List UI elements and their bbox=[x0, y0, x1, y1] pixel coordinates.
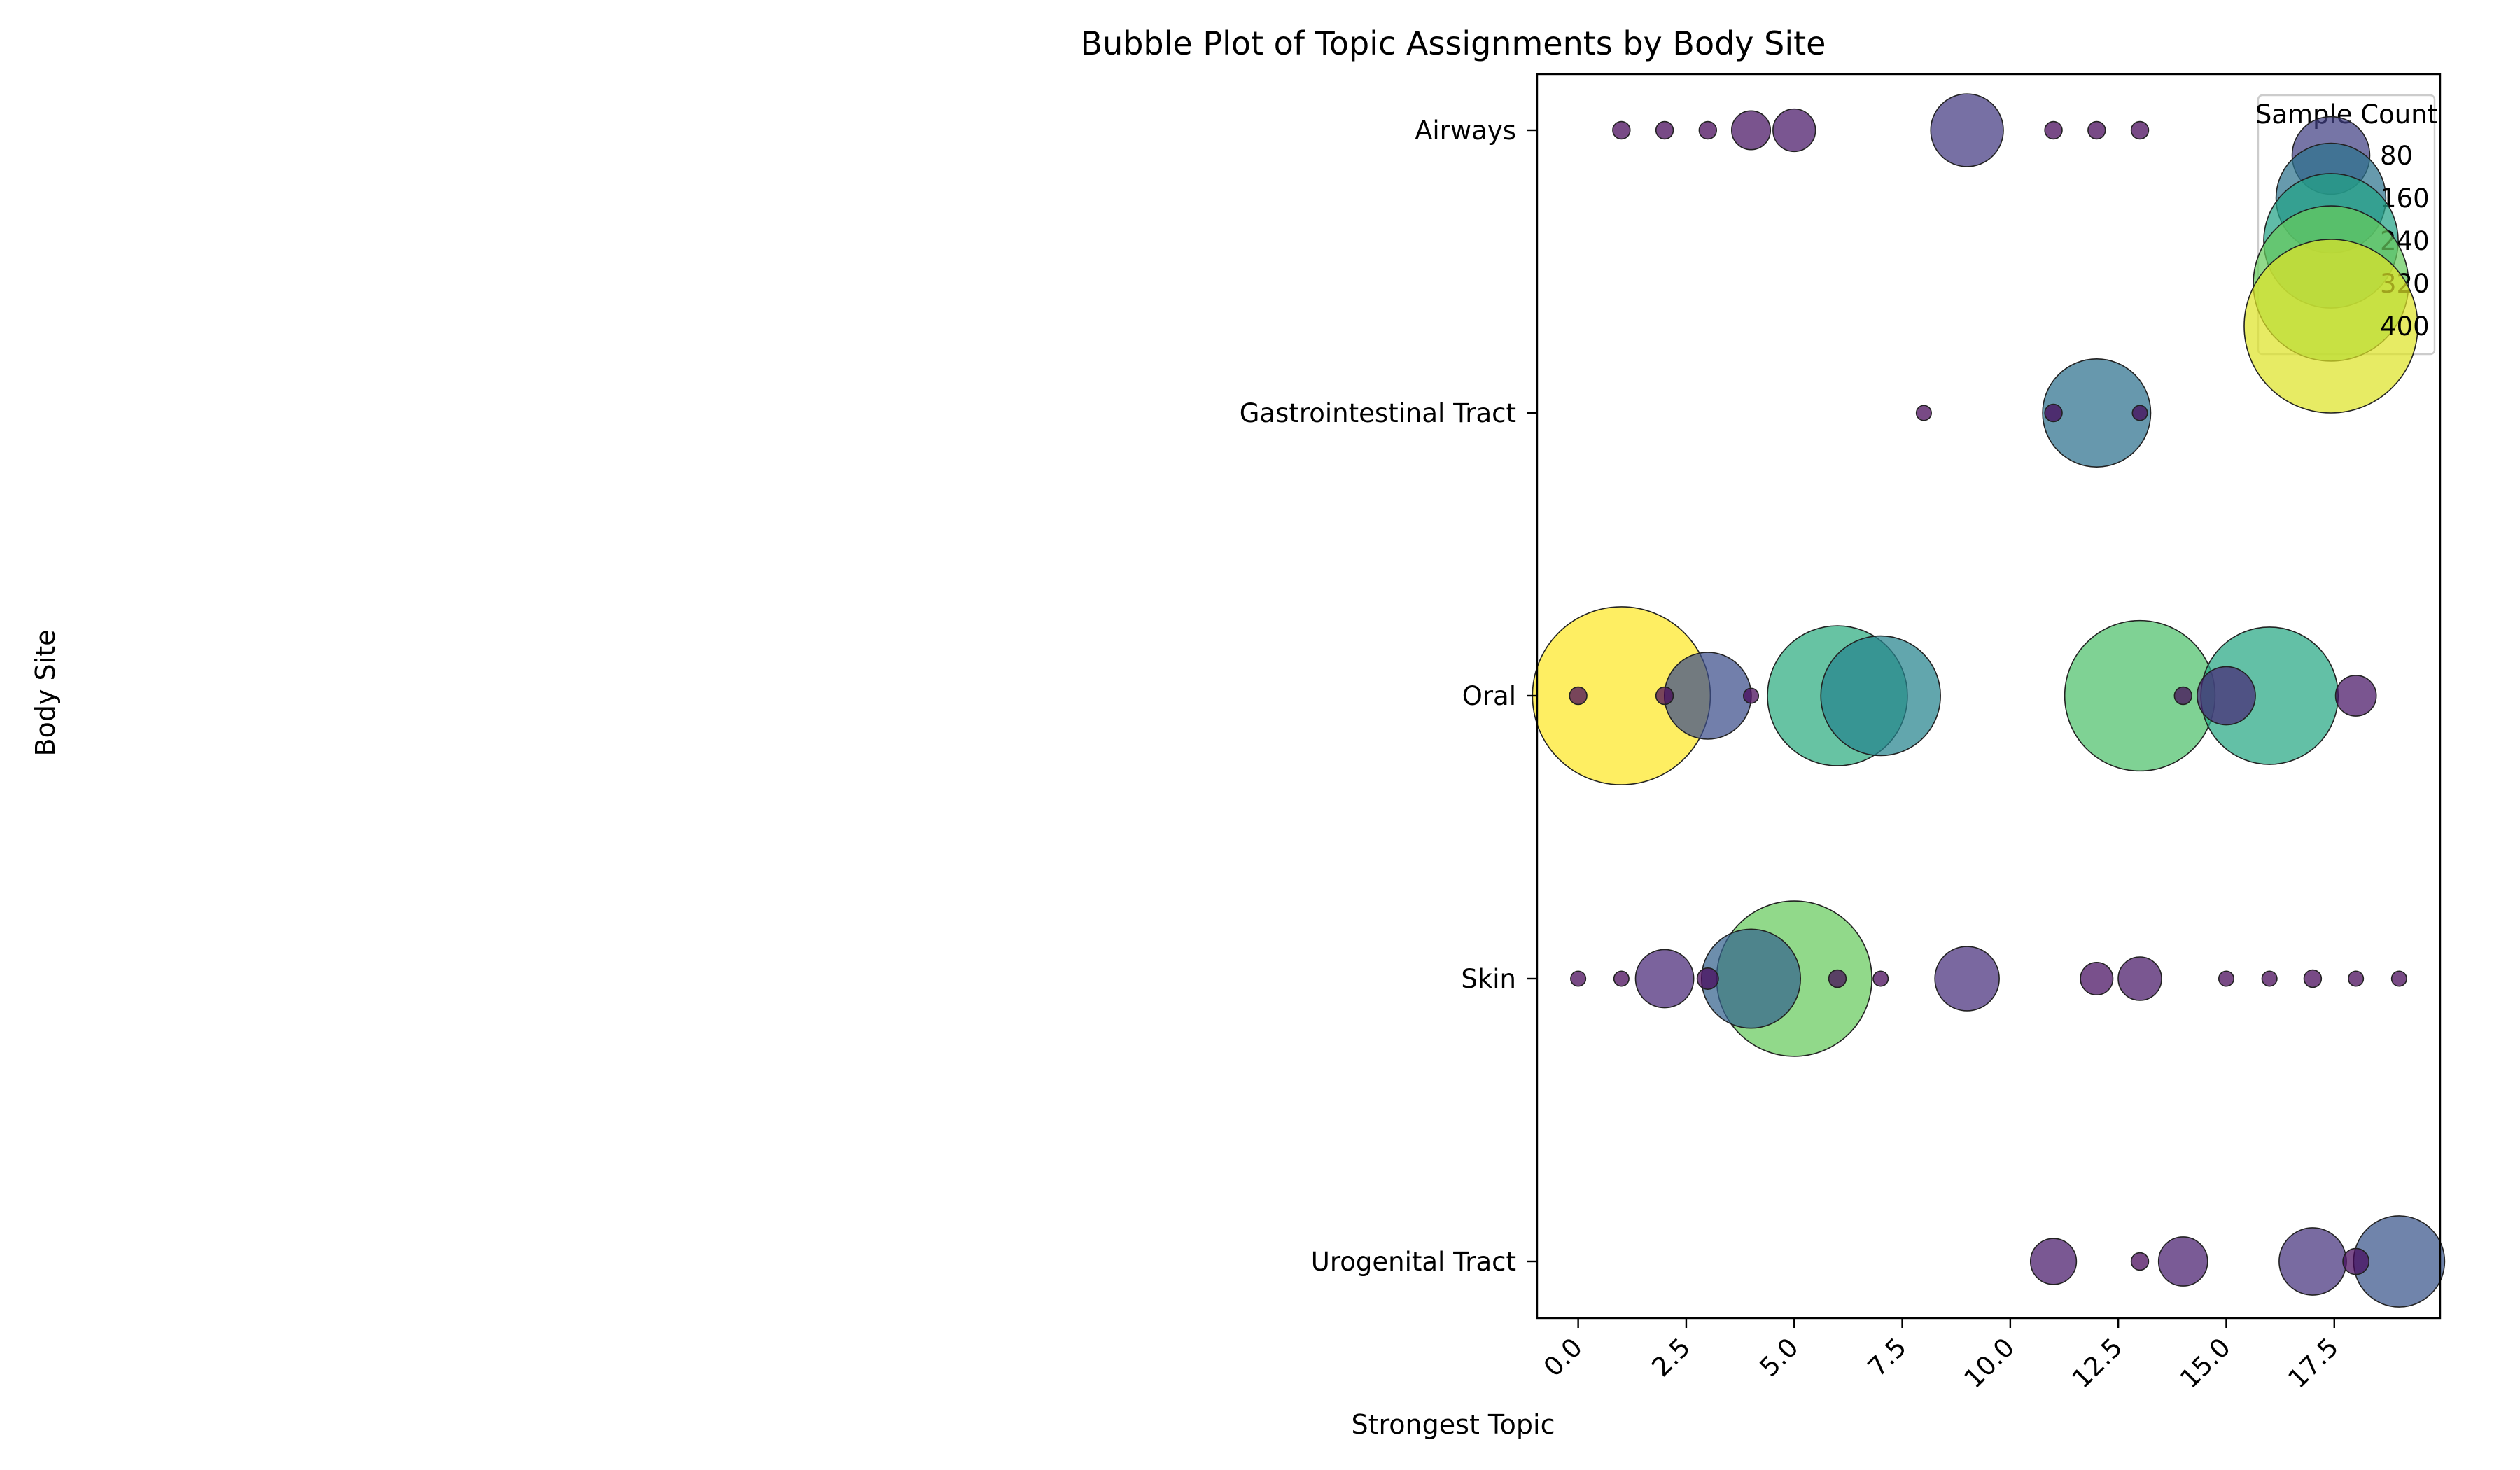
bubble bbox=[2118, 956, 2162, 1001]
bubble bbox=[1930, 93, 2004, 167]
bubble bbox=[2334, 675, 2377, 717]
bubble bbox=[2042, 358, 2152, 468]
bubble bbox=[1664, 652, 1752, 740]
y-tick-label: Airways bbox=[1415, 115, 1516, 146]
bubble bbox=[1696, 967, 1719, 990]
bubble bbox=[2390, 970, 2407, 987]
bubble bbox=[2261, 970, 2278, 987]
legend-entry-label: 400 bbox=[2380, 312, 2430, 342]
bubble bbox=[2029, 1238, 2078, 1285]
bubble bbox=[1772, 108, 1816, 153]
bubble bbox=[2342, 1247, 2370, 1275]
bubble bbox=[2278, 1227, 2347, 1296]
bubble bbox=[2080, 962, 2114, 995]
bubble bbox=[2132, 405, 2148, 421]
legend-entry-label: 80 bbox=[2380, 141, 2413, 171]
bubble bbox=[1570, 970, 1587, 987]
plot-frame bbox=[1536, 73, 2442, 1320]
bubble bbox=[2130, 1252, 2150, 1271]
bubble bbox=[1655, 686, 1674, 706]
bubble bbox=[1742, 687, 1760, 704]
bubble bbox=[1655, 120, 1674, 140]
y-tick-label: Oral bbox=[1462, 681, 1516, 711]
bubble bbox=[1613, 970, 1630, 987]
chart-title: Bubble Plot of Topic Assignments by Body… bbox=[1081, 24, 1826, 62]
bubble bbox=[2348, 970, 2365, 987]
bubble bbox=[1730, 110, 1772, 150]
bubble bbox=[1934, 946, 2000, 1011]
bubble bbox=[2044, 120, 2063, 140]
bubble bbox=[2218, 970, 2235, 987]
bubble bbox=[1820, 635, 1941, 757]
legend: Sample Count80160240320400 bbox=[2244, 94, 2437, 414]
bubble-layer bbox=[1532, 93, 2446, 1308]
y-tick-label: Gastrointestinal Tract bbox=[1240, 398, 1516, 428]
bubble bbox=[1698, 120, 1718, 140]
bubble bbox=[2044, 403, 2063, 423]
bubble bbox=[1612, 120, 1631, 140]
bubble bbox=[2087, 120, 2106, 140]
x-axis-label: Strongest Topic bbox=[1352, 1409, 1555, 1440]
bubble bbox=[2174, 686, 2192, 706]
y-axis-label: Body Site bbox=[30, 630, 61, 757]
bubble bbox=[2303, 969, 2323, 988]
y-tick-label: Skin bbox=[1461, 964, 1516, 994]
bubble bbox=[2130, 120, 2150, 140]
bubble bbox=[2197, 666, 2256, 726]
bubble bbox=[1872, 970, 1889, 987]
bubble bbox=[1569, 686, 1588, 706]
bubble bbox=[1828, 969, 1847, 988]
legend-bubble bbox=[2244, 239, 2418, 414]
y-tick-label: Urogenital Tract bbox=[1311, 1247, 1516, 1277]
bubble bbox=[1634, 948, 1695, 1009]
bubble bbox=[1915, 405, 1932, 421]
bubble bbox=[2157, 1236, 2208, 1287]
bubble bbox=[2064, 620, 2216, 772]
